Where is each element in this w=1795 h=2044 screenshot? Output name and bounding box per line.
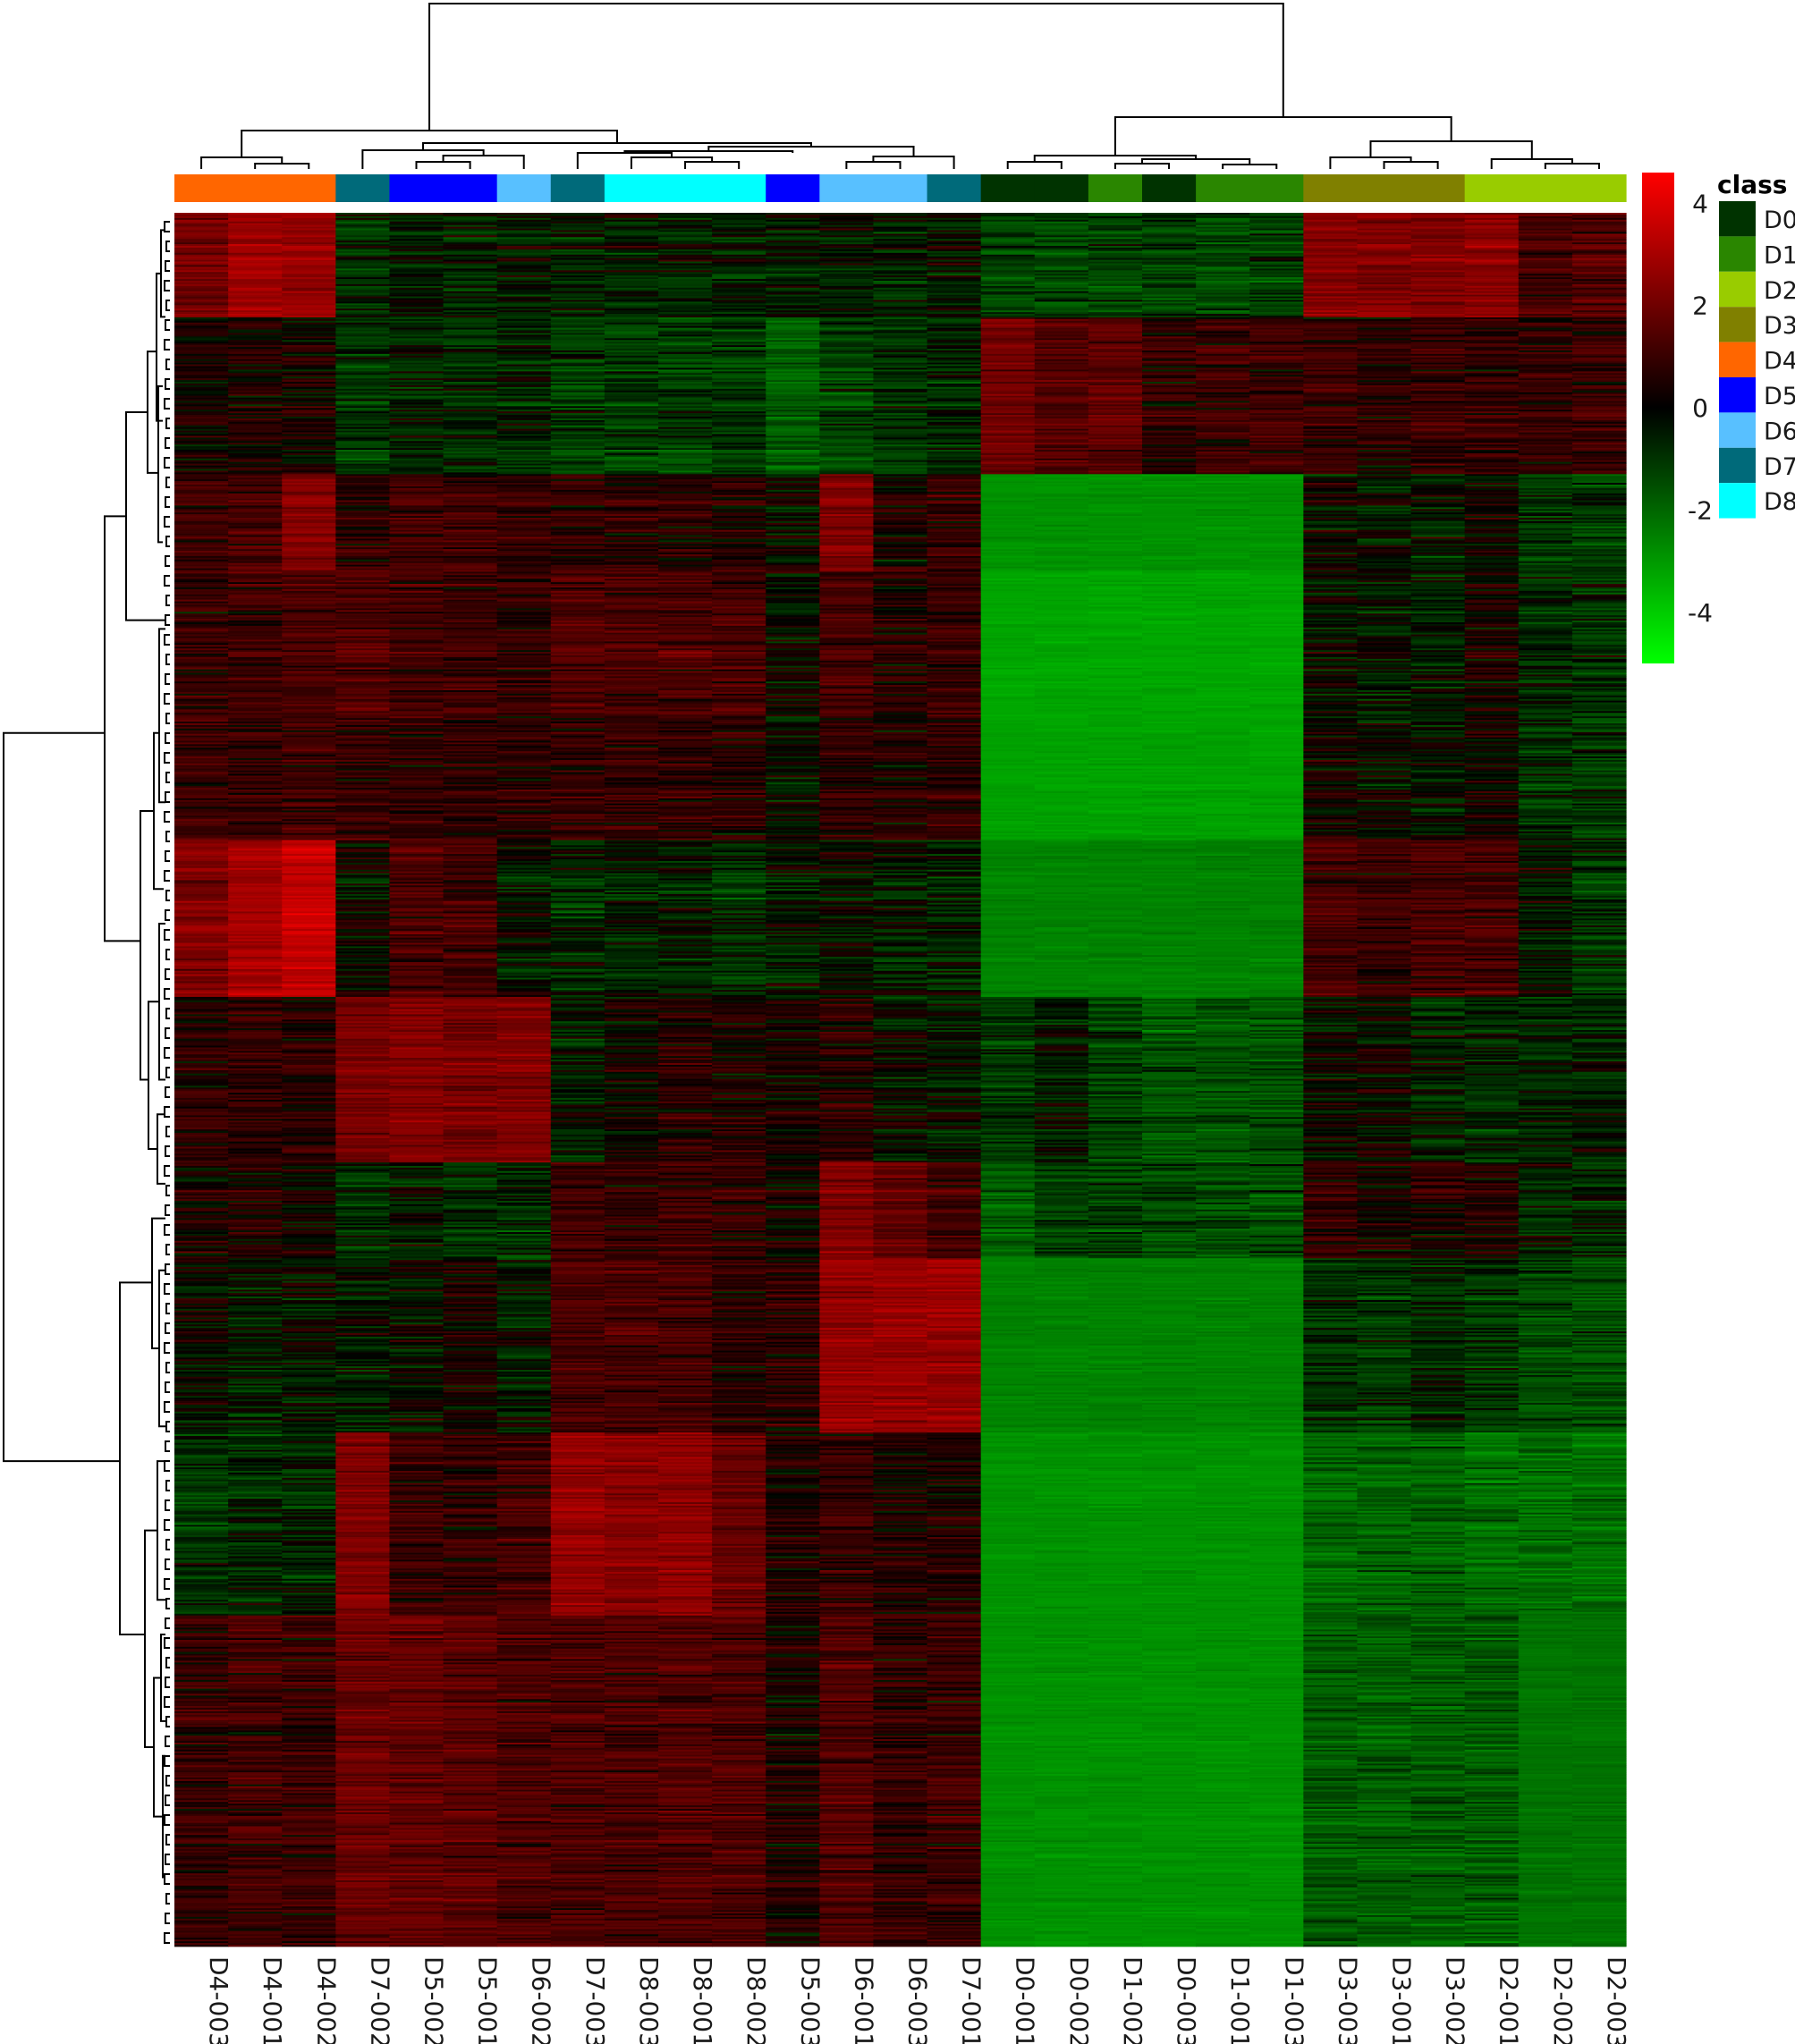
heatmap-cells — [174, 213, 1627, 1947]
